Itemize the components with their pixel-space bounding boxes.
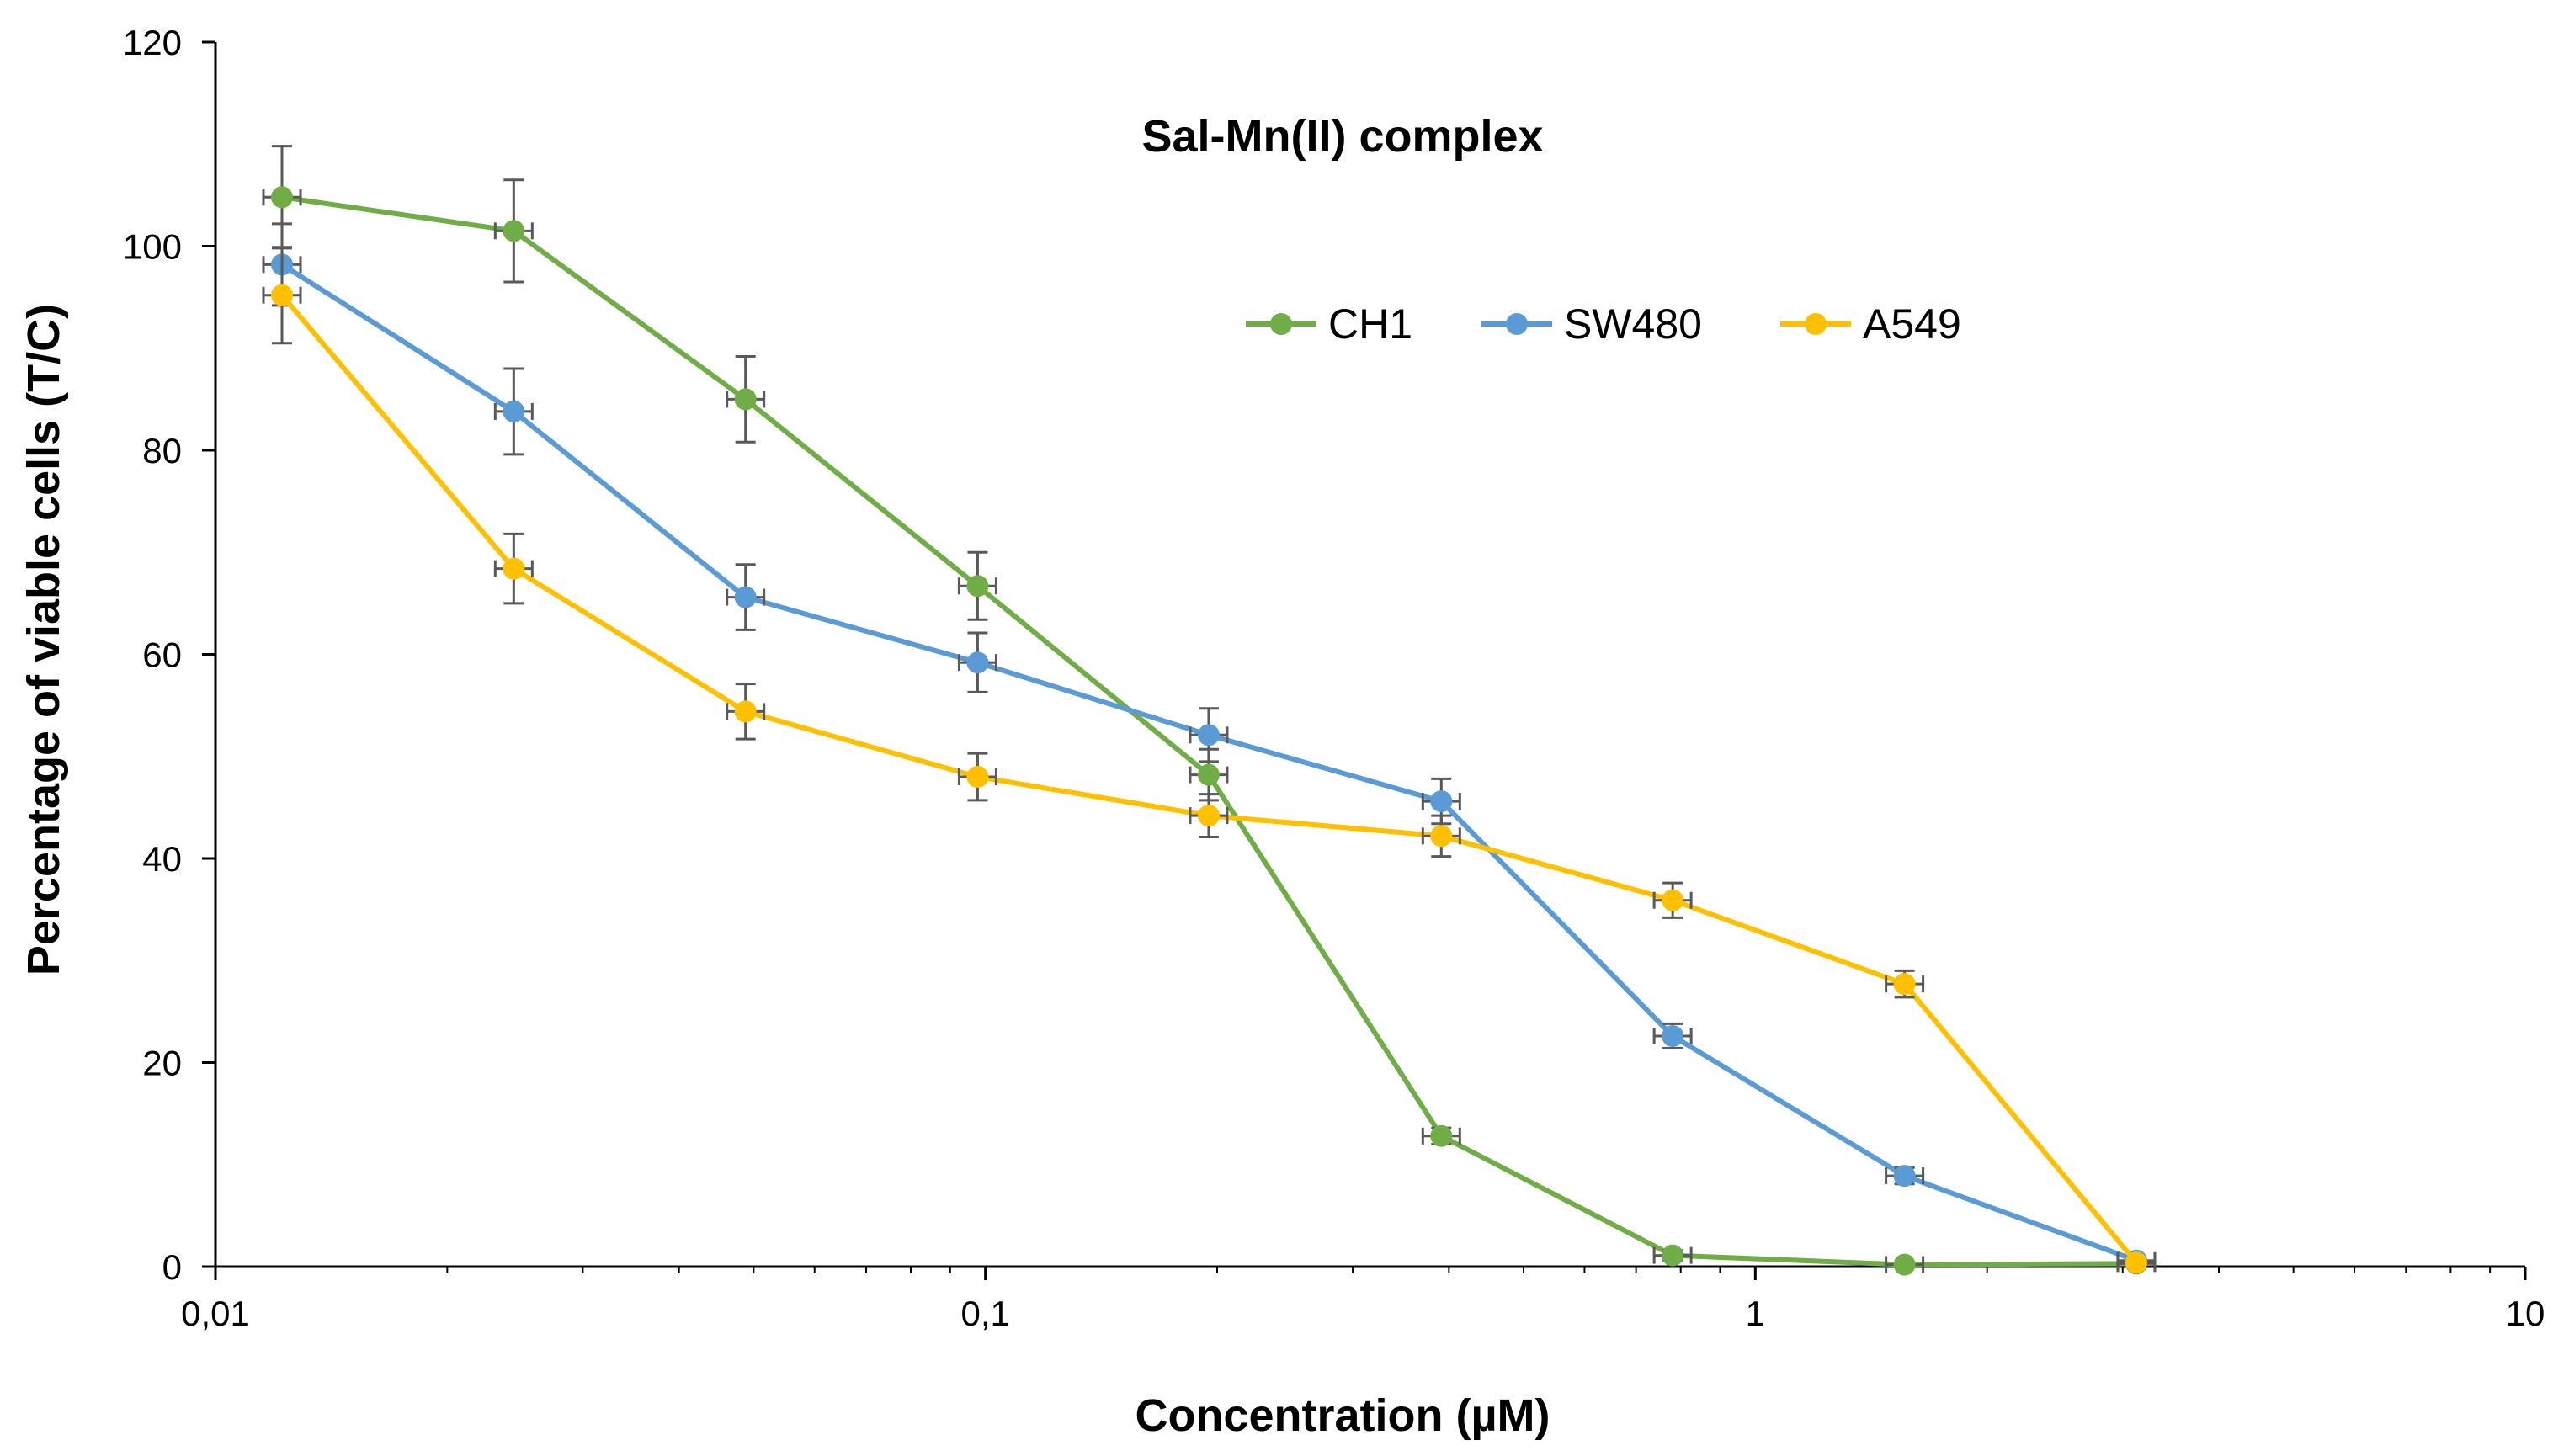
data-point-sw480 <box>966 651 989 674</box>
data-point-a549 <box>270 284 293 306</box>
legend: CH1 SW480 A549 <box>1246 300 1961 348</box>
legend-item-ch1: CH1 <box>1246 300 1412 348</box>
x-axis-label: Concentration (µM) <box>1135 1390 1550 1441</box>
y-tick-label: 40 <box>142 839 182 879</box>
data-point-ch1 <box>966 575 989 598</box>
y-tick-label: 60 <box>142 635 182 675</box>
data-point-a549 <box>2125 1251 2147 1274</box>
y-axis-label: Percentage of viable cells (T/C) <box>19 304 69 975</box>
x-tick-label: 0,01 <box>181 1294 250 1333</box>
data-point-a549 <box>1430 825 1453 848</box>
data-point-sw480 <box>1197 724 1220 747</box>
data-point-a549 <box>734 700 757 723</box>
series-layer <box>262 145 2157 1276</box>
data-point-a549 <box>1197 805 1220 827</box>
x-tick-label: 1 <box>1746 1294 1765 1333</box>
data-point-a549 <box>966 766 989 788</box>
data-point-a549 <box>1662 889 1684 911</box>
series-a549 <box>262 246 2157 1274</box>
data-point-sw480 <box>1430 790 1453 813</box>
data-point-ch1 <box>1662 1244 1684 1267</box>
legend-label: SW480 <box>1564 300 1702 348</box>
legend-marker <box>1270 313 1292 335</box>
chart-title: Sal-Mn(II) complex <box>1141 111 1543 162</box>
series-sw480 <box>262 222 2157 1272</box>
y-tick-label: 20 <box>142 1044 182 1083</box>
x-tick-label: 0,1 <box>960 1294 1009 1333</box>
axes: 0 20 40 60 80 100 120 0,01 0,1 1 10 <box>123 23 2545 1333</box>
legend-marker <box>1805 313 1827 335</box>
y-tick-label: 80 <box>142 431 182 470</box>
legend-label: CH1 <box>1328 300 1412 348</box>
data-point-ch1 <box>503 220 525 242</box>
data-point-sw480 <box>1662 1024 1684 1047</box>
legend-item-sw480: SW480 <box>1481 300 1702 348</box>
data-point-sw480 <box>1893 1165 1916 1188</box>
data-point-sw480 <box>734 586 757 608</box>
data-point-a549 <box>1893 973 1916 996</box>
y-tick-label: 100 <box>123 227 182 267</box>
y-tick-label: 120 <box>123 23 182 62</box>
data-point-a549 <box>503 557 525 580</box>
data-point-sw480 <box>503 400 525 422</box>
data-point-ch1 <box>1430 1124 1453 1147</box>
data-point-ch1 <box>1893 1253 1916 1276</box>
data-point-ch1 <box>1197 763 1220 786</box>
legend-label: A549 <box>1863 300 1961 348</box>
data-point-ch1 <box>734 388 757 411</box>
legend-item-a549: A549 <box>1780 300 1961 348</box>
y-tick-label: 0 <box>162 1247 182 1287</box>
data-point-ch1 <box>270 186 293 209</box>
x-tick-label: 10 <box>2506 1294 2545 1333</box>
legend-marker <box>1506 313 1528 335</box>
